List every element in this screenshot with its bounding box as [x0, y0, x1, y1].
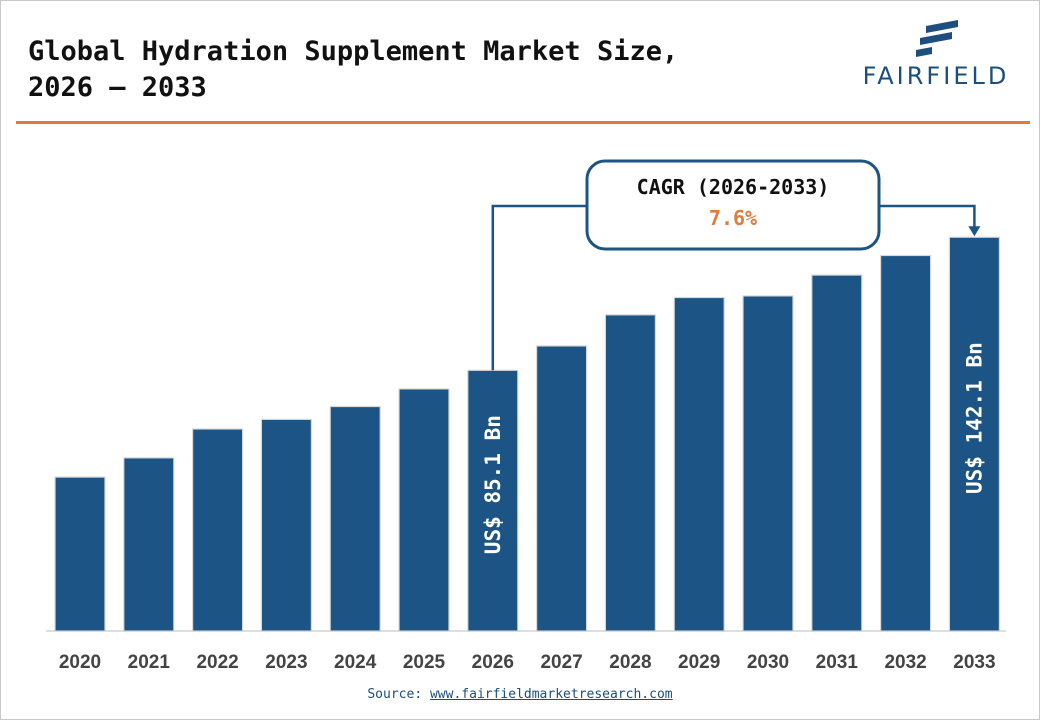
fairfield-logo-mark — [916, 20, 958, 57]
x-tick-label-2020: 2020 — [59, 652, 101, 673]
x-tick-label-2028: 2028 — [609, 652, 651, 673]
x-tick-label-2023: 2023 — [265, 652, 307, 673]
bar-2023 — [260, 418, 312, 632]
x-tick-label-2031: 2031 — [816, 652, 859, 673]
bar-2031 — [811, 274, 863, 632]
cagr-callout-box — [585, 159, 881, 251]
bar-2020 — [54, 476, 106, 632]
bar-2021 — [123, 457, 175, 632]
source-label: Source: — [367, 687, 423, 702]
cagr-arrowhead — [968, 226, 981, 237]
bar-2030 — [742, 295, 794, 632]
x-tick-label-2024: 2024 — [334, 652, 377, 673]
x-tick-label-2029: 2029 — [678, 652, 720, 673]
chart-title: Global Hydration Supplement Market Size,… — [28, 36, 679, 103]
bar-2027 — [535, 345, 588, 632]
bar-2029 — [673, 296, 725, 632]
logo-text: FAIRFIELD — [862, 62, 1010, 90]
fairfield-logo: FAIRFIELD — [848, 18, 1024, 90]
x-tick-label-2032: 2032 — [884, 652, 926, 673]
x-tick-label-2033: 2033 — [953, 652, 995, 673]
bar-value-label-2033: US$ 142.1 Bn — [962, 342, 986, 494]
bar-2024 — [329, 405, 381, 632]
bar-value-label-2026: US$ 85.1 Bn — [481, 415, 505, 554]
cagr-value: 7.6% — [709, 206, 757, 230]
bar-2025 — [398, 388, 450, 632]
cagr-connector-left — [491, 204, 587, 371]
x-tick-label-2025: 2025 — [403, 652, 446, 673]
source-line: Source: www.fairfieldmarketresearch.com — [0, 687, 1040, 702]
bar-2028 — [604, 314, 657, 632]
cagr-connector-right — [879, 204, 976, 229]
bar-2032 — [879, 254, 932, 632]
x-tick-label-2022: 2022 — [196, 652, 238, 673]
source-link[interactable]: www.fairfieldmarketresearch.com — [429, 687, 673, 702]
title-divider — [16, 121, 1030, 124]
x-tick-label-2026: 2026 — [472, 652, 514, 673]
bar-2033 — [948, 236, 1001, 632]
x-tick-label-2030: 2030 — [747, 652, 789, 673]
bar-2022 — [192, 428, 244, 632]
x-tick-label-2027: 2027 — [540, 652, 582, 673]
cagr-label: CAGR (2026-2033) — [637, 175, 830, 199]
x-tick-label-2021: 2021 — [128, 652, 171, 673]
